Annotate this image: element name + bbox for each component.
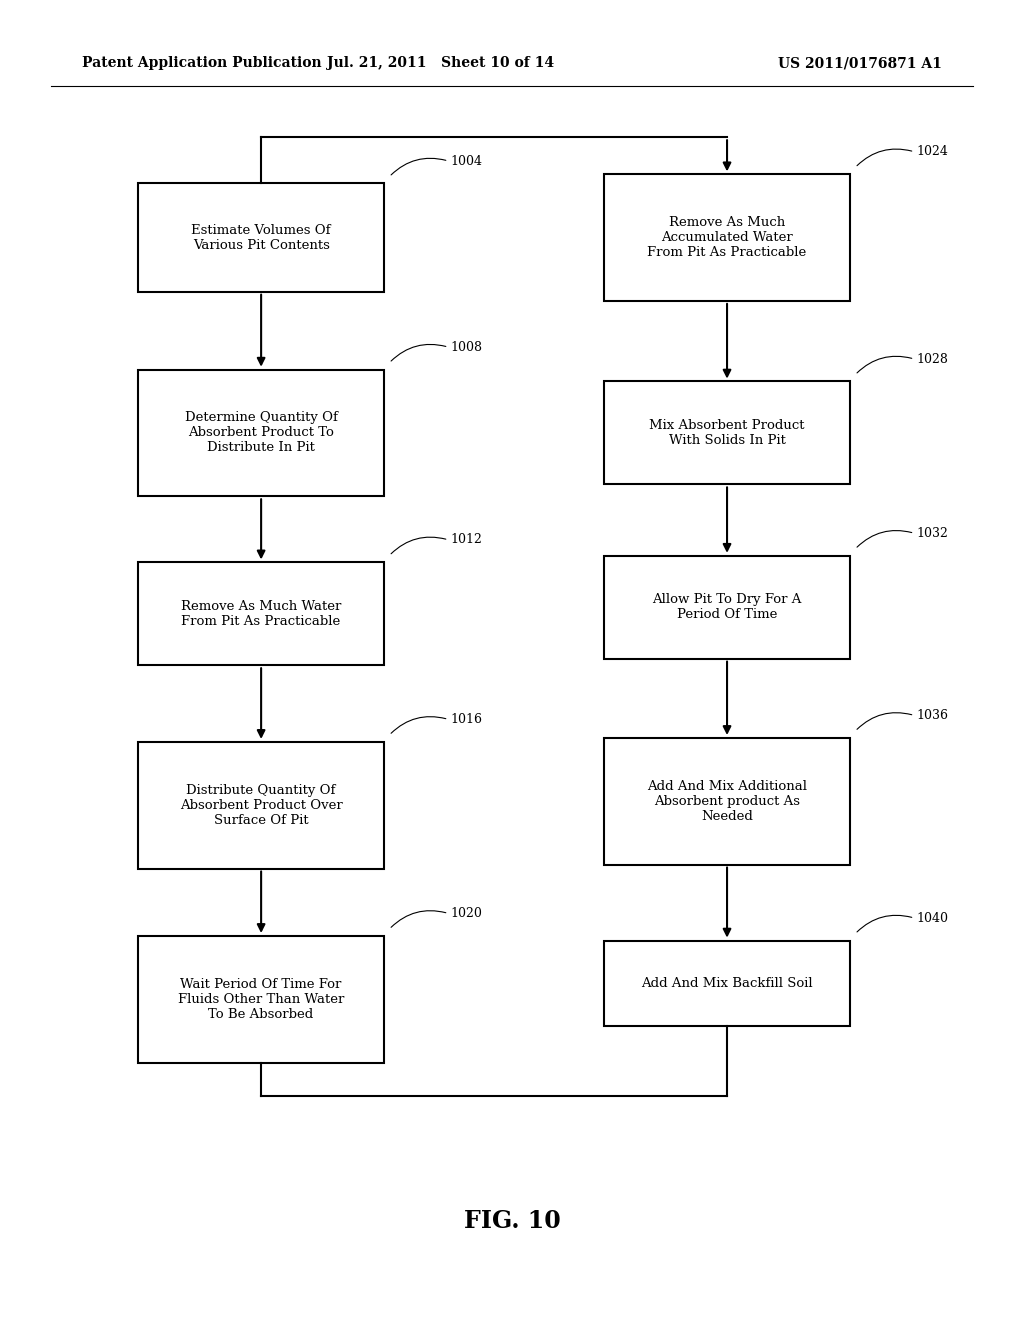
FancyBboxPatch shape	[138, 183, 384, 292]
Text: 1040: 1040	[916, 912, 948, 924]
Text: Add And Mix Backfill Soil: Add And Mix Backfill Soil	[641, 977, 813, 990]
Text: Remove As Much
Accumulated Water
From Pit As Practicable: Remove As Much Accumulated Water From Pi…	[647, 216, 807, 259]
Text: 1016: 1016	[451, 713, 482, 726]
Text: 1028: 1028	[916, 352, 948, 366]
Text: Mix Absorbent Product
With Solids In Pit: Mix Absorbent Product With Solids In Pit	[649, 418, 805, 447]
Text: 1012: 1012	[451, 533, 482, 546]
FancyBboxPatch shape	[138, 936, 384, 1063]
Text: Patent Application Publication: Patent Application Publication	[82, 57, 322, 70]
Text: Distribute Quantity Of
Absorbent Product Over
Surface Of Pit: Distribute Quantity Of Absorbent Product…	[180, 784, 342, 826]
FancyBboxPatch shape	[604, 940, 850, 1027]
Text: 1032: 1032	[916, 527, 948, 540]
FancyBboxPatch shape	[138, 742, 384, 869]
Text: 1036: 1036	[916, 709, 948, 722]
Text: Jul. 21, 2011   Sheet 10 of 14: Jul. 21, 2011 Sheet 10 of 14	[327, 57, 554, 70]
Text: Wait Period Of Time For
Fluids Other Than Water
To Be Absorbed: Wait Period Of Time For Fluids Other Tha…	[178, 978, 344, 1020]
FancyBboxPatch shape	[138, 562, 384, 665]
Text: Determine Quantity Of
Absorbent Product To
Distribute In Pit: Determine Quantity Of Absorbent Product …	[184, 412, 338, 454]
FancyBboxPatch shape	[604, 381, 850, 484]
Text: 1008: 1008	[451, 341, 482, 354]
FancyBboxPatch shape	[138, 370, 384, 496]
Text: 1004: 1004	[451, 154, 482, 168]
Text: 1024: 1024	[916, 145, 948, 158]
Text: Estimate Volumes Of
Various Pit Contents: Estimate Volumes Of Various Pit Contents	[191, 223, 331, 252]
Text: Allow Pit To Dry For A
Period Of Time: Allow Pit To Dry For A Period Of Time	[652, 593, 802, 622]
Text: 1020: 1020	[451, 907, 482, 920]
Text: FIG. 10: FIG. 10	[464, 1209, 560, 1233]
FancyBboxPatch shape	[604, 556, 850, 659]
Text: Add And Mix Additional
Absorbent product As
Needed: Add And Mix Additional Absorbent product…	[647, 780, 807, 822]
FancyBboxPatch shape	[604, 738, 850, 865]
Text: US 2011/0176871 A1: US 2011/0176871 A1	[778, 57, 942, 70]
Text: Remove As Much Water
From Pit As Practicable: Remove As Much Water From Pit As Practic…	[181, 599, 341, 628]
FancyBboxPatch shape	[604, 174, 850, 301]
